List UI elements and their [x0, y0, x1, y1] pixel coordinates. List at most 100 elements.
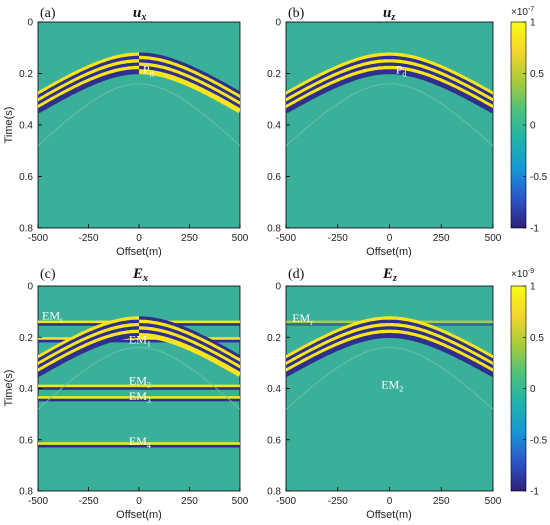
reflection-band [286, 316, 390, 361]
colorbar-tick-label: -0.5 [530, 172, 548, 183]
reflection-band [139, 55, 240, 100]
reflection-band [286, 52, 390, 97]
faint-diffraction [286, 83, 493, 147]
colorbar-tick-label: 1 [530, 282, 536, 293]
panel-c-ylabel: Time(s) [3, 370, 15, 407]
x-tick-label: 500 [485, 233, 502, 244]
colorbar-tick-label: 0.5 [530, 69, 544, 80]
event-annotation: Pd [396, 63, 407, 79]
y-tick-label: 0.8 [19, 224, 33, 235]
x-tick-label: -500 [276, 496, 296, 507]
event-annotation: EM2 [381, 378, 403, 394]
colorbar-tick-label: -1 [530, 224, 539, 235]
y-tick-label: 0.2 [267, 333, 281, 344]
y-tick-label: 0 [27, 18, 33, 29]
panel-b-annotations: Pd [396, 63, 407, 79]
x-tick-label: -250 [328, 233, 348, 244]
reflection-band [286, 333, 390, 377]
x-tick-label: -500 [28, 233, 48, 244]
colorbar-top-ticks: 1 0.5 0 -0.5 -1 [523, 18, 548, 235]
panel-d-title: Ez [382, 266, 397, 284]
x-tick-label: 500 [232, 233, 249, 244]
reflection-band [38, 333, 139, 377]
y-tick-label: 0.6 [267, 435, 281, 446]
reflection-band [139, 52, 240, 97]
reflection-band [389, 329, 493, 374]
x-tick-label: -250 [328, 496, 348, 507]
reflection-band [389, 59, 493, 104]
y-tick-label: 0.4 [19, 121, 33, 132]
reflection-band [38, 319, 140, 364]
flat-event-negative [38, 444, 240, 448]
reflection-band [38, 52, 139, 97]
event-annotation: EMr [42, 308, 63, 324]
event-annotation: EM1 [129, 333, 151, 349]
panel-b-axes: -500 -250 0 250 500 0 0.2 0.4 0.6 0.8 [267, 18, 502, 245]
reflection-band [286, 69, 390, 114]
panel-a-title: ux [133, 5, 146, 23]
flat-event-positive [286, 320, 493, 324]
y-tick-label: 0.6 [19, 435, 33, 446]
reflection-band [389, 319, 493, 364]
faint-diffraction [38, 83, 240, 147]
reflection-band [389, 52, 493, 97]
x-tick-label: 250 [181, 496, 198, 507]
panel-a-label: (a) [40, 6, 56, 21]
reflection-band [38, 55, 139, 100]
reflection-band [139, 69, 240, 114]
panel-b-title: uz [383, 5, 395, 23]
reflection-band [286, 326, 390, 371]
reflection-band [286, 319, 390, 364]
x-tick-label: 0 [387, 233, 393, 244]
x-tick-label: -500 [28, 496, 48, 507]
x-tick-label: 500 [485, 496, 502, 507]
reflection-band [38, 329, 139, 374]
colorbar-tick-label: 0 [530, 384, 536, 395]
flat-event-positive [38, 396, 240, 399]
panel-a-annotations: Pd [143, 63, 154, 79]
event-annotation: EM2 [129, 374, 151, 390]
reflection-band [286, 323, 390, 367]
y-tick-label: 0.6 [267, 172, 281, 183]
x-tick-label: 0 [136, 233, 142, 244]
y-tick-label: 0.8 [19, 487, 33, 498]
colorbar-tick-label: 1 [530, 18, 536, 29]
flat-event-positive [38, 320, 240, 324]
reflection-band [389, 316, 493, 361]
y-tick-label: 0.6 [19, 172, 33, 183]
colorbar-bottom: ×10-9 1 0.5 0 -0.5 -1 [510, 268, 548, 498]
colorbar-tick-label: 0 [530, 121, 536, 132]
event-annotation: EM4 [129, 434, 151, 450]
x-tick-label: -250 [78, 233, 98, 244]
colorbar-top-exponent: ×10-7 [511, 6, 534, 18]
flat-event-negative [38, 387, 240, 390]
reflection-band [286, 55, 390, 100]
panel-d-annotations: EMr EM2 [292, 311, 403, 394]
flat-event-positive [38, 337, 240, 340]
reflection-band [389, 69, 493, 114]
flat-event-positive [38, 384, 240, 388]
flat-event-positive [38, 442, 240, 445]
flat-event-negative [38, 339, 240, 343]
colorbar-bottom-exponent: ×10-9 [511, 268, 534, 280]
reflection-band [286, 65, 390, 110]
panel-d: (d) Ez EMr EM2 -500 -250 0 250 500 0 0.2 0.4 0.6 0… [267, 266, 502, 521]
event-annotation: EMr [292, 311, 313, 327]
x-tick-label: -500 [276, 233, 296, 244]
panel-b-xlabel: Offset(m) [366, 246, 412, 258]
y-tick-label: 0.4 [267, 121, 281, 132]
reflection-band [38, 69, 139, 114]
y-tick-label: 0.4 [267, 384, 281, 395]
colorbar-tick-label: -1 [530, 487, 539, 498]
reflection-band [38, 65, 140, 110]
y-tick-label: 0.2 [267, 69, 281, 80]
y-tick-label: 0.2 [19, 69, 33, 80]
x-tick-label: 250 [433, 496, 450, 507]
reflection-band [139, 333, 240, 377]
reflection-band [139, 326, 240, 371]
y-tick-label: 0.2 [19, 333, 33, 344]
y-tick-label: 0.8 [267, 224, 281, 235]
reflection-band [138, 319, 240, 364]
